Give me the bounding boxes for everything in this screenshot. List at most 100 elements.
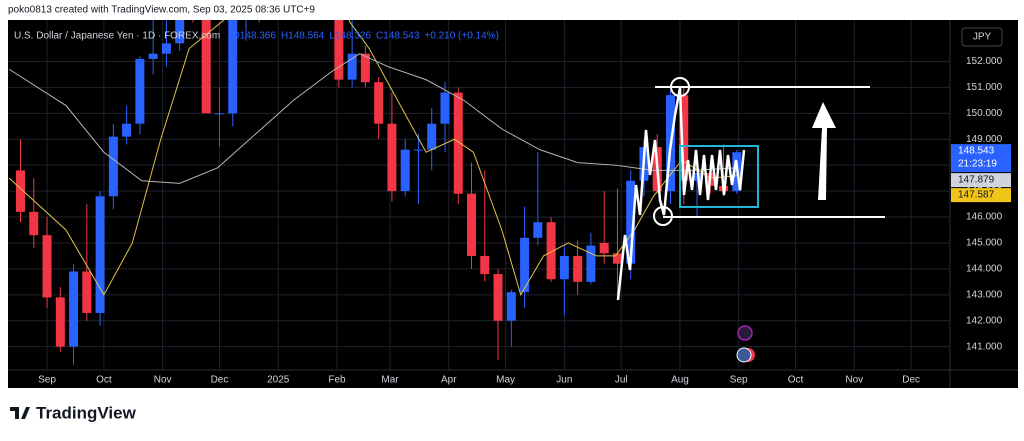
candle-body — [69, 271, 79, 347]
candle-body — [55, 297, 65, 347]
y-tick-label: 152.000 — [966, 56, 1003, 67]
x-tick-label: Jul — [615, 375, 628, 386]
ohlc-value: O148.366 — [232, 31, 276, 42]
candle-body — [374, 82, 384, 124]
change: +0.210 (+0.14%) — [424, 31, 499, 42]
candle-body — [533, 222, 543, 238]
y-tick-label: 141.000 — [966, 341, 1003, 352]
currency: JPY — [973, 32, 992, 43]
candle-body — [29, 211, 39, 236]
candle-body — [626, 180, 636, 264]
candle-body — [82, 271, 92, 313]
candle-body — [122, 123, 132, 137]
candle-body — [480, 255, 490, 275]
ohlc-value: H148.564 — [281, 31, 325, 42]
candle-body — [427, 123, 437, 150]
moving-average — [8, 53, 739, 184]
x-tick-label: Dec — [211, 375, 229, 386]
axes: 141.000 142.000 143.000 144.000 145.000 146.0… — [38, 56, 1011, 386]
symbol: U.S. Dollar / Japanese Yen · 1D · FOREX.… — [14, 31, 220, 42]
legend: O148.366 H148.564 L148.326 C148.543 +0.210 (… — [232, 31, 499, 42]
countdown: 21:23:19 — [958, 159, 997, 170]
top-circle — [670, 77, 690, 97]
x-tick-label: May — [496, 375, 515, 386]
range-box — [679, 145, 759, 208]
price-badge — [951, 144, 1011, 173]
candle-body — [214, 113, 224, 115]
candle-body — [573, 255, 583, 282]
footer: TradingView — [36, 403, 137, 422]
candle-body — [493, 274, 503, 321]
price-badge-label: 148.543 — [958, 146, 995, 157]
candle-body — [201, 20, 211, 114]
candle-body — [679, 95, 689, 181]
x-tick-label: Nov — [845, 375, 863, 386]
x-tick-label: Dec — [902, 375, 920, 386]
y-tick-label: 145.000 — [966, 238, 1003, 249]
y-tick-label: 143.000 — [966, 289, 1003, 300]
candle-body — [559, 255, 569, 280]
candle-body — [42, 235, 52, 298]
flag-icon — [736, 347, 752, 363]
x-tick-label: Feb — [328, 375, 346, 386]
candle-body — [108, 136, 118, 197]
candle-body — [95, 196, 105, 313]
x-tick-label: Sep — [730, 375, 748, 386]
candle-body — [440, 92, 450, 124]
y-tick-label: 146.000 — [966, 212, 1003, 223]
candle-body — [506, 292, 516, 321]
candle-body — [692, 172, 702, 181]
logo-mark — [10, 407, 30, 419]
ohlc-value: C148.543 — [376, 31, 420, 42]
zigzag-drawing — [616, 87, 746, 301]
y-tick-label: 144.000 — [966, 264, 1003, 275]
currency-button[interactable] — [961, 27, 1003, 47]
candle-body — [334, 20, 344, 80]
candle-body — [586, 245, 596, 282]
logo: TradingView — [10, 403, 137, 422]
candle-body — [135, 58, 145, 124]
candle-body — [520, 237, 530, 293]
price-badge-label: 147.587 — [958, 190, 995, 201]
candle-body — [400, 149, 410, 192]
bottom-circle — [653, 206, 673, 226]
chart-panel — [8, 20, 1018, 388]
event-icon — [737, 325, 753, 341]
y-tick-label: 151.000 — [966, 82, 1003, 93]
x-tick-label: Sep — [38, 375, 56, 386]
candle-body — [228, 20, 238, 114]
header: poko0813 created with TradingView.com, S… — [8, 5, 315, 16]
ohlc-value: L148.326 — [329, 31, 371, 42]
candle-body — [161, 43, 171, 54]
y-tick-label: 149.000 — [966, 134, 1003, 145]
candle-body — [360, 53, 370, 83]
drawings — [616, 77, 885, 363]
x-tick-label: Oct — [788, 375, 804, 386]
x-tick-label: Jun — [556, 375, 572, 386]
price-badge — [951, 173, 1011, 188]
x-tick-label: Nov — [154, 375, 172, 386]
candle-body — [453, 92, 463, 194]
candle-body — [16, 170, 26, 212]
candle-body — [387, 123, 397, 192]
x-tick-label: Aug — [671, 375, 689, 386]
price-badge-label: 147.879 — [958, 175, 995, 186]
candle-body — [347, 53, 357, 80]
candle-body — [148, 53, 158, 59]
price-badge — [951, 188, 1011, 203]
y-tick-label: 142.000 — [966, 315, 1003, 326]
candle-body — [546, 222, 556, 280]
y-tick-label: 150.000 — [966, 108, 1003, 119]
x-tick-label: Oct — [96, 375, 112, 386]
candle-body — [467, 193, 477, 256]
candle-body — [599, 242, 609, 254]
candle-body — [612, 253, 622, 264]
x-tick-label: Mar — [381, 375, 399, 386]
candle-body — [175, 20, 185, 44]
x-tick-label: Apr — [441, 375, 457, 386]
up-arrow — [812, 102, 836, 200]
candle-body — [413, 149, 423, 151]
x-tick-label: 2025 — [267, 375, 290, 386]
